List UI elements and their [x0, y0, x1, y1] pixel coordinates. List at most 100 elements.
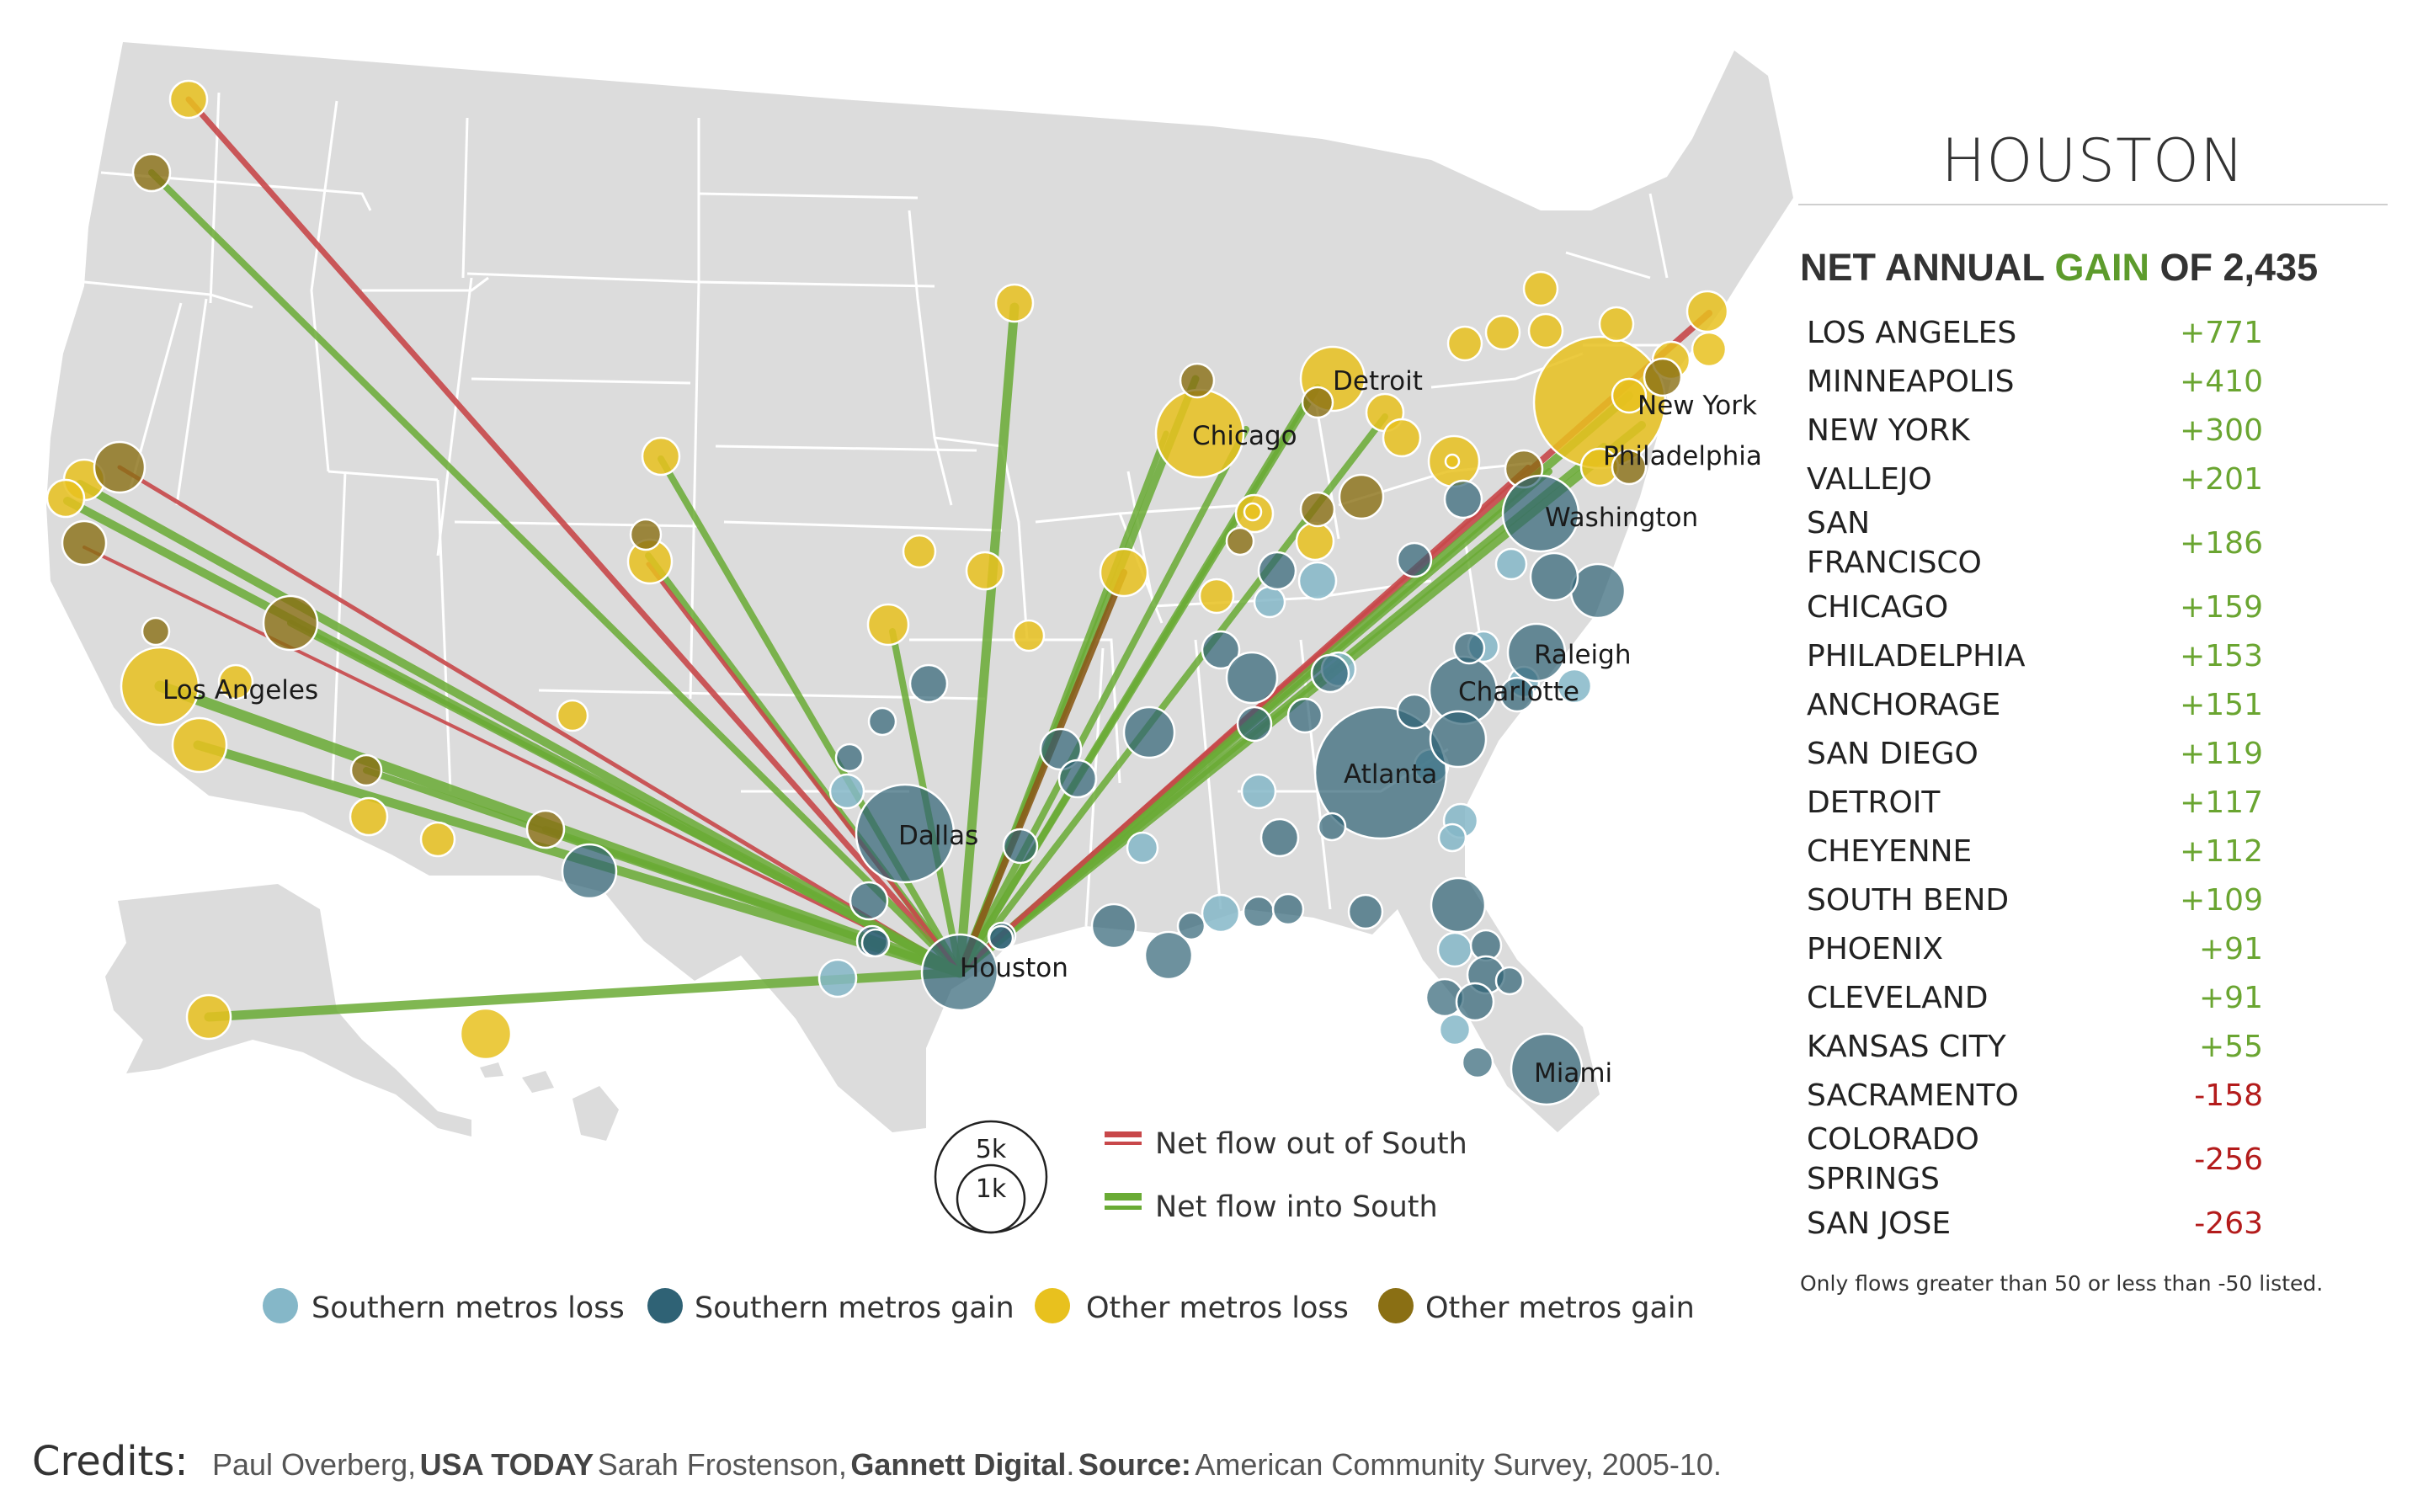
metro-bubble[interactable] [1446, 325, 1483, 362]
metro-bubble[interactable] [860, 928, 891, 958]
metro-bubble[interactable] [1436, 931, 1473, 968]
metro-bubble[interactable] [1499, 676, 1536, 713]
metro-bubble[interactable] [1556, 668, 1593, 705]
metro-bubble[interactable] [1438, 1013, 1472, 1046]
metro-bubble[interactable] [1510, 1032, 1584, 1106]
metro-bubble[interactable] [629, 518, 663, 551]
metro-bubble[interactable] [1529, 551, 1579, 602]
metro-bubble[interactable] [1090, 902, 1137, 950]
metro-bubble[interactable] [817, 958, 858, 998]
metro-bubble[interactable] [1271, 892, 1305, 926]
metro-bubble[interactable] [1201, 893, 1241, 934]
metro-bubble[interactable] [828, 773, 865, 810]
metro-bubble[interactable] [965, 551, 1005, 591]
metro-bubble[interactable] [1313, 705, 1448, 840]
metro-bubble[interactable] [45, 478, 86, 519]
metro-bubble[interactable] [1685, 290, 1729, 333]
metro-bubble[interactable] [171, 716, 228, 774]
metro-bubble[interactable] [525, 809, 566, 849]
metro-bubble[interactable] [1242, 895, 1275, 929]
side-panel: HOUSTON NET ANNUAL GAIN OF 2,435 LOS ANG… [1798, 126, 2388, 1296]
metro-bubble[interactable] [1225, 526, 1255, 556]
metro-bubble[interactable] [262, 594, 319, 652]
metro-bubble[interactable] [994, 283, 1035, 323]
metro-bubble[interactable] [1443, 479, 1483, 519]
metro-bubble[interactable] [1243, 502, 1263, 522]
metro-bubble[interactable] [1461, 1046, 1494, 1079]
metro-bubble[interactable] [1452, 631, 1486, 665]
metro-bubble[interactable] [908, 663, 949, 704]
metro-bubble[interactable] [419, 821, 456, 858]
metro-bubble[interactable] [1317, 812, 1347, 842]
metro-bubble[interactable] [1501, 474, 1580, 553]
metro-bubble[interactable] [1253, 585, 1286, 619]
metro-bubble[interactable] [1301, 386, 1334, 419]
metro-bubble[interactable] [1176, 911, 1206, 941]
metro-bubble[interactable] [1494, 547, 1528, 581]
metro-bubble[interactable] [866, 603, 910, 647]
metro-bubble[interactable] [1257, 551, 1297, 591]
metro-bubble[interactable] [1396, 541, 1433, 578]
metro-bubble[interactable] [1506, 622, 1567, 683]
metro-bubble[interactable] [1002, 828, 1039, 865]
metro-bubble[interactable] [1430, 876, 1487, 934]
metro-bubble[interactable] [920, 933, 999, 1012]
metro-bubble[interactable] [1382, 418, 1422, 458]
metro-bubble[interactable] [855, 783, 956, 884]
metro-bubble[interactable] [1012, 619, 1046, 652]
metro-bubble[interactable] [1286, 697, 1323, 734]
metro-bubble[interactable] [141, 616, 171, 647]
metro-bubble[interactable] [131, 152, 172, 193]
metro-bubble[interactable] [349, 796, 389, 837]
metro-bubble[interactable] [1691, 331, 1728, 368]
metro-bubble[interactable] [1338, 473, 1385, 520]
metro-bubble[interactable] [556, 699, 589, 732]
metro-bubble[interactable] [120, 646, 200, 727]
metro-bubble[interactable] [1297, 561, 1338, 601]
metro-bubble[interactable] [1122, 705, 1176, 759]
metro-bubble[interactable] [1643, 357, 1683, 397]
metro-bubble[interactable] [1240, 773, 1277, 810]
metro-bubble[interactable] [217, 663, 254, 700]
metro-bubble[interactable] [641, 436, 681, 476]
metro-bubble[interactable] [1310, 653, 1350, 694]
metro-bubble[interactable] [1347, 893, 1384, 930]
metro-bubble[interactable] [1494, 966, 1525, 996]
metro-bubble[interactable] [1295, 521, 1335, 562]
metro-bubble[interactable] [1396, 693, 1433, 730]
metro-bubble[interactable] [561, 843, 618, 900]
metro-bubble[interactable] [93, 440, 146, 494]
metro-bubble[interactable] [1484, 314, 1521, 351]
metro-bubble[interactable] [349, 753, 383, 787]
metro-bubble[interactable] [1201, 630, 1241, 670]
metro-bubble[interactable] [1259, 817, 1300, 858]
metro-bubble[interactable] [1099, 547, 1149, 598]
metro-bubble[interactable] [849, 881, 889, 921]
metro-bubble[interactable] [1522, 270, 1559, 307]
metro-bubble[interactable] [988, 924, 1014, 951]
metro-bubble[interactable] [1198, 578, 1235, 615]
metro-bubble[interactable] [1179, 362, 1216, 399]
metro-bubble[interactable] [1225, 651, 1279, 705]
metro-bubble[interactable] [1143, 930, 1194, 981]
metro-bubble[interactable] [1057, 759, 1098, 799]
metro-bubble[interactable] [1611, 449, 1648, 486]
metro-bubble[interactable] [1126, 831, 1159, 865]
metro-bubble[interactable] [61, 519, 108, 567]
metro-bubble[interactable] [1598, 306, 1635, 343]
metro-bubble[interactable] [1437, 823, 1467, 853]
metro-bubble[interactable] [1455, 982, 1495, 1022]
metro-bubble[interactable] [1569, 562, 1627, 620]
metro-bubble[interactable] [1299, 491, 1336, 528]
metro-bubble[interactable] [185, 993, 232, 1041]
metro-bubble[interactable] [1236, 705, 1273, 743]
metro-bubble[interactable] [1527, 312, 1564, 349]
metro-bubble[interactable] [459, 1007, 513, 1061]
metro-bubble[interactable] [867, 706, 897, 737]
metro-bubble[interactable] [834, 743, 865, 773]
metro-bubble[interactable] [1429, 710, 1488, 769]
metro-bubble[interactable] [1444, 453, 1461, 470]
metro-bubble[interactable] [902, 534, 937, 569]
metro-bubble[interactable] [168, 79, 209, 120]
metro-bubble[interactable] [1611, 377, 1648, 414]
